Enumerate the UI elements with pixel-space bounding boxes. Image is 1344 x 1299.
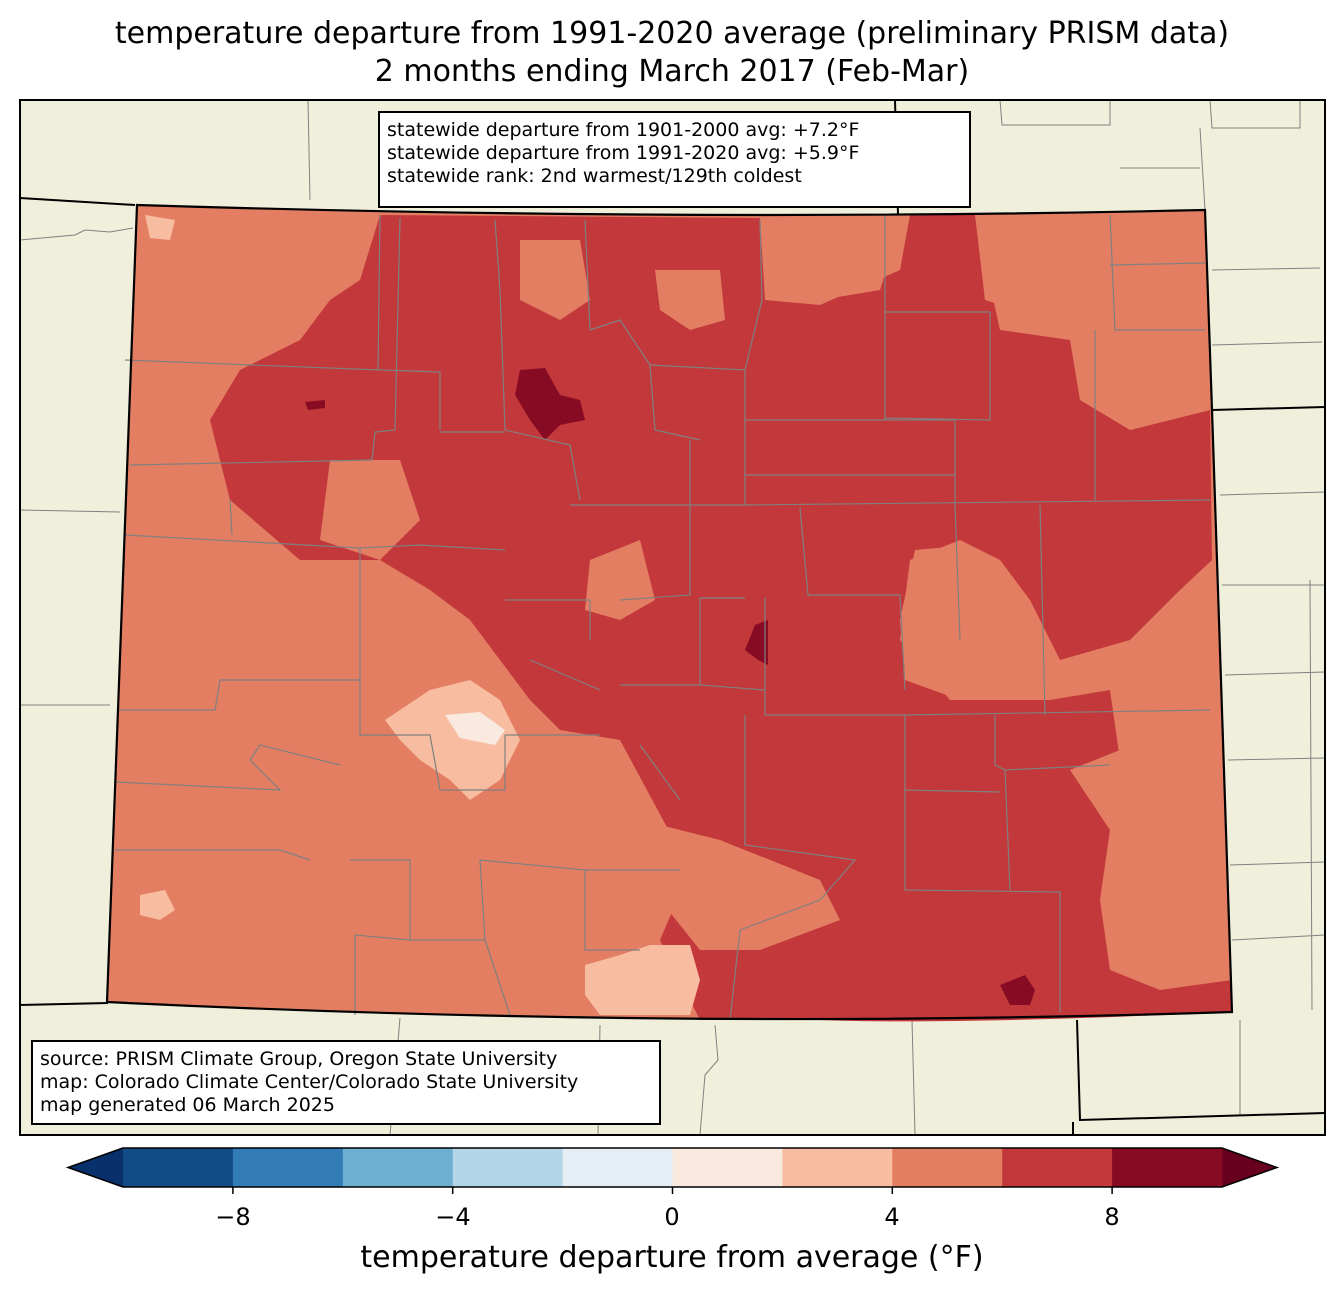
colorbar-tick-label: 8 (1104, 1203, 1120, 1231)
neighbor-boundaries (19, 99, 1326, 1136)
colorado-temperature-field (107, 205, 1232, 1022)
colorbar-tick-label: −8 (215, 1203, 251, 1231)
colorbar-segment (782, 1148, 893, 1187)
map-title-line2: 2 months ending March 2017 (Feb-Mar) (374, 54, 970, 89)
colorbar-segment (672, 1148, 783, 1187)
colorbar-segment (232, 1148, 344, 1187)
warm-region-north (210, 215, 1232, 1022)
colorbar-label: temperature departure from average (°F) (360, 1240, 984, 1275)
statewide-stats-box: statewide departure from 1901-2000 avg: … (378, 111, 971, 208)
colorbar-segment (892, 1148, 1003, 1187)
source-line: source: PRISM Climate Group, Oregon Stat… (40, 1048, 558, 1070)
stats-departure-1991-2020: statewide departure from 1991-2020 avg: … (387, 142, 860, 164)
county-boundaries (114, 214, 1211, 1021)
colorbar-under-extension (68, 1148, 123, 1187)
colorbar-tick-label: 4 (884, 1203, 900, 1231)
colorbar-outline (65, 1147, 1280, 1188)
cool-patch-san-juan (385, 680, 520, 800)
colorbar-tick-label: 0 (664, 1203, 680, 1231)
colorbar-segment (562, 1148, 673, 1187)
very-warm-area-north-park (515, 368, 585, 440)
colorbar-segment (452, 1148, 564, 1187)
colorado-state-border (105, 203, 1234, 1021)
very-warm-area-northwest (305, 400, 325, 410)
moderate-patch-northeast (770, 225, 900, 300)
near-normal-patch-san-juan (445, 712, 505, 745)
colorbar (65, 1147, 1280, 1194)
colorbar-segment (123, 1148, 234, 1187)
moderate-patch-south-park (585, 540, 655, 620)
moderate-patch-grand-valley (320, 460, 420, 560)
stats-rank: statewide rank: 2nd warmest/129th coldes… (387, 165, 802, 187)
colorbar-tick-label: −4 (435, 1203, 471, 1231)
map-title-line1: temperature departure from 1991-2020 ave… (114, 16, 1230, 51)
colorbar-segment (342, 1148, 454, 1187)
moderate-patch-plains-east (975, 212, 1210, 430)
moderate-patch-north-parks (520, 240, 590, 320)
cool-patch-south-border (585, 945, 700, 1015)
colorbar-over-extension (1222, 1148, 1277, 1187)
moderate-patch-eastcentral (900, 545, 1040, 700)
generated-date-line: map generated 06 March 2025 (40, 1094, 335, 1116)
moderate-patch-southeast (1070, 620, 1225, 985)
colorbar-segment (1002, 1148, 1113, 1187)
very-warm-area-pikes (745, 620, 768, 665)
moderate-patch-sanluis (640, 820, 840, 950)
cool-patch-southwest (140, 890, 175, 920)
map-credit-line: map: Colorado Climate Center/Colorado St… (40, 1071, 579, 1093)
map-frame (19, 99, 1326, 1136)
colorbar-segment (1112, 1148, 1223, 1187)
very-warm-area-southeast (1000, 975, 1035, 1005)
moderate-patch-front-range (655, 270, 725, 330)
source-credit-box: source: PRISM Climate Group, Oregon Stat… (31, 1040, 661, 1125)
stats-departure-1901-2000: statewide departure from 1901-2000 avg: … (387, 119, 860, 141)
cool-patch-northwest (145, 215, 175, 240)
